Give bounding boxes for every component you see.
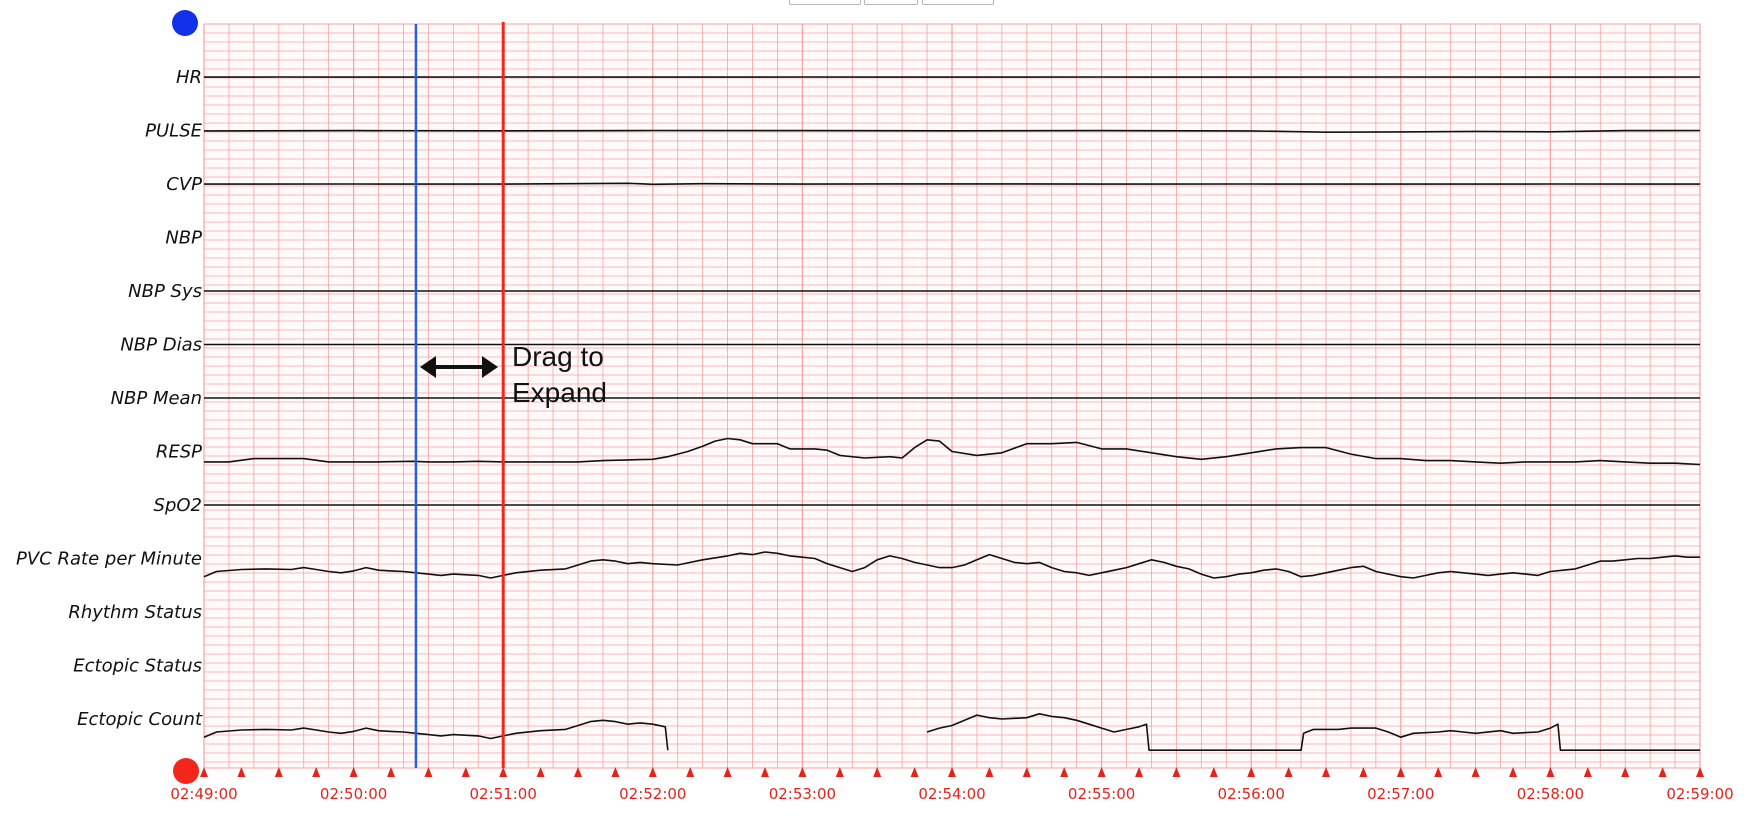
tick-marker xyxy=(910,767,919,777)
top-scroll-handle[interactable] xyxy=(172,10,198,36)
series-label: Ectopic Status xyxy=(73,656,202,677)
tick-marker xyxy=(499,767,508,777)
series-label: NBP xyxy=(165,228,202,249)
tick-marker xyxy=(1471,767,1480,777)
tick-marker xyxy=(985,767,994,777)
series-label: NBP Dias xyxy=(120,335,202,356)
tick-marker xyxy=(611,767,620,777)
tick-marker xyxy=(424,767,433,777)
tick-marker xyxy=(1247,767,1256,777)
series-label: NBP Mean xyxy=(111,388,202,409)
tick-marker xyxy=(948,767,956,777)
x-tick-label: 02:55:00 xyxy=(1068,785,1135,803)
tick-marker xyxy=(1696,767,1704,777)
series-trace xyxy=(204,437,1701,466)
series-label: SpO2 xyxy=(154,495,202,516)
bottom-scroll-handle[interactable] xyxy=(173,758,199,784)
tick-marker xyxy=(723,767,732,777)
grid xyxy=(203,23,1701,769)
tick-marker xyxy=(1658,767,1667,777)
series-label: PULSE xyxy=(145,121,202,142)
tick-marker xyxy=(1509,767,1517,777)
series-label: RESP xyxy=(156,442,202,463)
drag-to-expand-arrow-icon xyxy=(420,356,498,378)
tick-marker xyxy=(1546,767,1555,777)
tick-marker xyxy=(1209,767,1218,777)
toolbar-button-2[interactable] xyxy=(864,0,918,5)
tick-marker xyxy=(349,767,358,777)
series-label: HR xyxy=(176,67,202,88)
x-tick-label: 02:54:00 xyxy=(918,785,985,803)
x-tick-label: 02:49:00 xyxy=(170,785,237,803)
annotation-line-1: Drag to xyxy=(512,341,604,372)
tick-marker xyxy=(461,767,470,777)
tick-marker xyxy=(835,767,844,777)
series-label: Rhythm Status xyxy=(68,602,202,623)
series-trace xyxy=(203,713,1700,751)
series-trace xyxy=(203,551,1700,579)
x-tick-label: 02:58:00 xyxy=(1517,785,1584,803)
series-label: PVC Rate per Minute xyxy=(16,549,202,570)
tick-marker xyxy=(1396,767,1405,777)
x-tick-label: 02:56:00 xyxy=(1218,785,1285,803)
tick-marker xyxy=(1284,767,1293,777)
tick-marker xyxy=(387,767,395,777)
tick-marker xyxy=(1434,767,1443,777)
x-tick-label: 02:50:00 xyxy=(320,785,387,803)
tick-marker xyxy=(574,767,582,777)
x-tick-label: 02:51:00 xyxy=(470,785,537,803)
series-trace xyxy=(203,129,1701,133)
tick-marker xyxy=(1322,767,1330,777)
series-label: CVP xyxy=(166,174,202,195)
x-tick-label: 02:59:00 xyxy=(1666,785,1733,803)
tick-marker xyxy=(1621,767,1630,777)
series-label: NBP Sys xyxy=(128,281,202,302)
tick-marker xyxy=(1060,767,1069,777)
tick-marker xyxy=(1022,767,1031,777)
series-label: Ectopic Count xyxy=(77,709,203,730)
tick-marker xyxy=(274,767,283,777)
tick-marker xyxy=(1172,767,1181,777)
tick-marker xyxy=(1135,767,1143,777)
annotation-line-2: Expand xyxy=(512,377,607,408)
tick-marker xyxy=(686,767,695,777)
tick-marker xyxy=(1583,767,1592,777)
x-tick-label: 02:53:00 xyxy=(769,785,836,803)
row-labels: HR PULSE CVP NBP NBP Sys NBP Dias NBP Mean RESP… xyxy=(16,67,203,730)
x-tick-label: 02:57:00 xyxy=(1367,785,1434,803)
tick-marker xyxy=(761,767,769,777)
series-trace xyxy=(203,182,1701,186)
tick-marker xyxy=(798,767,807,777)
tick-marker xyxy=(200,767,208,777)
time-ticks: 02:49:00 02:50:00 02:51:00 02:52:00 02:53:00… xyxy=(170,767,1734,803)
tick-marker xyxy=(237,767,246,777)
tick-marker xyxy=(648,767,657,777)
tick-marker xyxy=(873,767,882,777)
tick-marker xyxy=(1359,767,1368,777)
tick-marker xyxy=(1097,767,1106,777)
toolbar-button-3[interactable] xyxy=(922,0,994,5)
toolbar-button-1[interactable] xyxy=(789,0,861,5)
x-tick-label: 02:52:00 xyxy=(619,785,686,803)
tick-marker xyxy=(536,767,545,777)
tick-marker xyxy=(312,767,321,777)
